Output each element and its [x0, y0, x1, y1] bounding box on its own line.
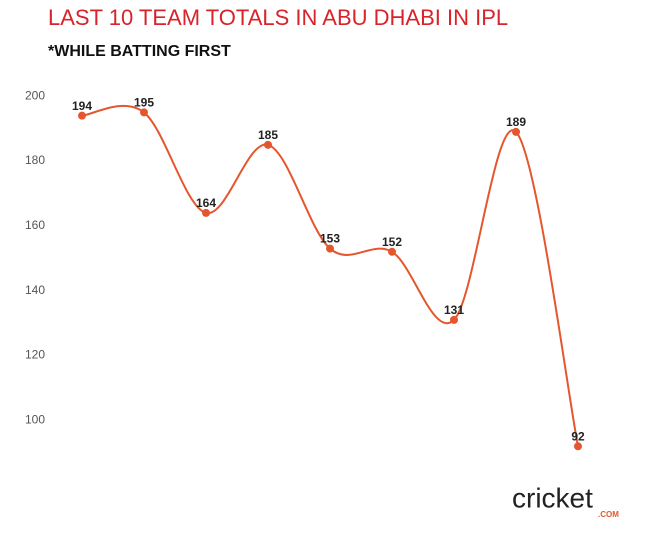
y-tick-label: 140	[25, 283, 45, 297]
logo-suffix: .COM	[598, 510, 619, 519]
point	[78, 111, 86, 120]
point	[450, 315, 458, 324]
chart-subtitle: *WHILE BATTING FIRST	[48, 43, 231, 60]
point	[574, 442, 582, 451]
value-label: 153	[320, 232, 340, 246]
point	[326, 244, 334, 253]
value-label: 152	[382, 235, 402, 249]
logo-text: cricket	[512, 482, 593, 513]
line	[81, 104, 579, 447]
value-label: 131	[444, 303, 464, 317]
point	[140, 108, 148, 117]
value-label: 185	[258, 128, 278, 142]
y-tick-label: 120	[25, 348, 45, 362]
value-label: 189	[506, 115, 526, 129]
y-tick-label: 100	[25, 413, 45, 427]
y-tick-label: 180	[25, 153, 45, 167]
chart-title: LAST 10 TEAM TOTALS IN ABU DHABI IN IPL	[48, 5, 508, 30]
y-tick-label: 160	[25, 218, 45, 232]
value-label: 92	[571, 429, 585, 443]
point	[388, 247, 396, 256]
point	[512, 127, 520, 136]
value-label: 194	[72, 99, 92, 113]
point	[202, 208, 210, 217]
value-label: 164	[196, 196, 216, 210]
y-tick-label: 200	[25, 88, 45, 102]
point	[264, 140, 272, 149]
value-label: 195	[134, 96, 154, 110]
